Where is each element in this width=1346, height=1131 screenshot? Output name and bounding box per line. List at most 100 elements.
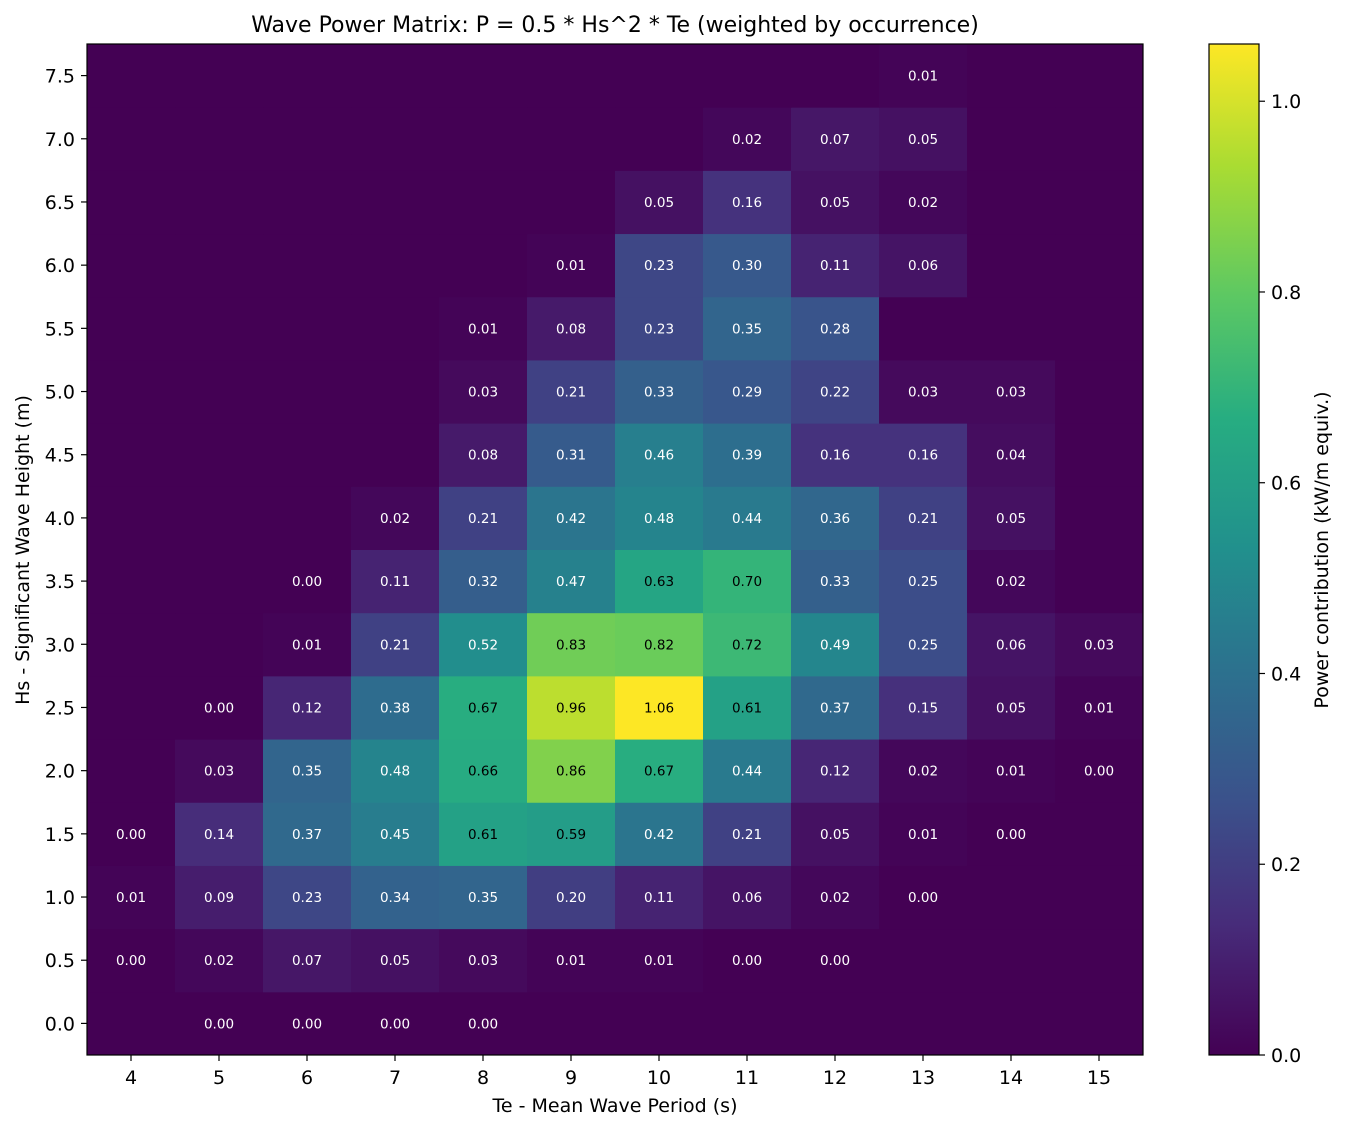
cell-value-label: 0.05 — [820, 195, 850, 211]
heatmap-cell — [351, 170, 440, 235]
heatmap-cell — [87, 107, 176, 171]
heatmap-cell — [87, 359, 176, 424]
cell-value-label: 0.00 — [908, 890, 938, 906]
heatmap-cell — [879, 296, 968, 361]
heatmap-cell — [967, 486, 1056, 550]
heatmap-cell — [1055, 675, 1144, 740]
heatmap-cell — [527, 359, 616, 424]
heatmap-cell — [791, 170, 880, 235]
heatmap-cell — [87, 991, 176, 1056]
heatmap-cell — [879, 423, 968, 487]
x-tick-label: 7 — [389, 1067, 401, 1089]
heatmap-cell — [967, 359, 1056, 424]
heatmap-cell — [439, 423, 528, 487]
heatmap-cell — [615, 991, 704, 1056]
cell-value-label: 0.47 — [556, 574, 586, 590]
heatmap-cell — [263, 233, 352, 298]
y-tick-label: 1.0 — [45, 887, 75, 909]
plot-frame — [86, 43, 1144, 1056]
heatmap-cell — [615, 423, 704, 487]
heatmap-cell — [879, 486, 968, 550]
heatmap-cell — [703, 991, 792, 1056]
cell-value-label: 0.07 — [820, 132, 850, 148]
colorbar-tick-label: 0.2 — [1271, 854, 1301, 876]
heatmap-cell — [703, 423, 792, 487]
heatmap-cell — [791, 233, 880, 298]
heatmap-cell — [87, 612, 176, 677]
heatmap-cell — [87, 865, 176, 930]
heatmap-cell — [967, 802, 1056, 866]
heatmap-cell — [87, 739, 176, 803]
heatmap-cell — [351, 107, 440, 171]
cell-value-label: 0.16 — [820, 448, 850, 464]
cell-value-label: 0.21 — [380, 637, 410, 653]
heatmap-cell — [967, 928, 1056, 993]
heatmap-cell — [703, 802, 792, 866]
cell-value-label: 0.05 — [380, 953, 410, 969]
y-tick-label: 2.5 — [45, 697, 75, 719]
y-tick-label: 7.5 — [45, 66, 75, 88]
heatmap-cell — [351, 928, 440, 993]
heatmap-cell — [175, 612, 264, 677]
cell-value-label: 0.63 — [644, 574, 674, 590]
cell-value-label: 0.34 — [380, 890, 410, 906]
cell-value-label: 0.05 — [644, 195, 674, 211]
heatmap-cell — [615, 170, 704, 235]
heatmap-cell — [263, 802, 352, 866]
heatmap-cell — [351, 359, 440, 424]
cell-value-label: 0.35 — [292, 764, 322, 780]
x-tick-label: 14 — [999, 1067, 1023, 1089]
heatmap-cell — [615, 233, 704, 298]
heatmap-cell — [703, 928, 792, 993]
cell-value-label: 0.59 — [556, 827, 586, 843]
heatmap-cell — [791, 802, 880, 866]
cell-value-label: 0.00 — [820, 953, 850, 969]
heatmap-cell — [615, 107, 704, 171]
heatmap-cell — [879, 675, 968, 740]
heatmap-cell — [527, 991, 616, 1056]
heatmap-cell — [527, 549, 616, 614]
heatmap-cell — [967, 675, 1056, 740]
heatmap-cell — [175, 170, 264, 235]
heatmap-cell — [263, 991, 352, 1056]
y-tick-label: 6.5 — [45, 192, 75, 214]
cell-value-label: 0.42 — [644, 827, 674, 843]
heatmap-cell — [879, 928, 968, 993]
cell-value-label: 0.33 — [644, 385, 674, 401]
y-axis: 0.0 0.5 1.0 1.5 2.0 2.5 3.0 3.5 4.0 4.5 5.0 5.5 6.0 6… — [45, 66, 87, 1035]
cell-value-label: 0.02 — [732, 132, 762, 148]
cell-value-label: 0.01 — [644, 953, 674, 969]
heatmap-cell — [87, 170, 176, 235]
cell-value-label: 0.35 — [468, 890, 498, 906]
cell-value-label: 0.01 — [908, 69, 938, 85]
heatmap-cell — [791, 928, 880, 993]
heatmap-cell — [175, 865, 264, 930]
y-tick-label: 5.5 — [45, 318, 75, 340]
heatmap-cell — [439, 675, 528, 740]
colorbar-label: Power contribution (kW/m equiv.) — [1311, 391, 1333, 708]
colorbar-tick-label: 1.0 — [1271, 91, 1301, 113]
cell-value-label: 0.01 — [556, 953, 586, 969]
heatmap-cell — [175, 107, 264, 171]
y-tick-label: 0.5 — [45, 950, 75, 972]
cell-value-label: 0.00 — [204, 1016, 234, 1032]
heatmap-cell — [527, 423, 616, 487]
cell-value-label: 0.67 — [644, 764, 674, 780]
y-tick-label: 4.0 — [45, 508, 75, 530]
heatmap-cell — [263, 549, 352, 614]
heatmap-cell — [703, 739, 792, 803]
cell-value-label: 0.61 — [732, 700, 762, 716]
cell-value-label: 0.01 — [556, 258, 586, 274]
cell-value-label: 0.16 — [908, 448, 938, 464]
heatmap-cell — [87, 423, 176, 487]
heatmap-cell — [351, 739, 440, 803]
heatmap-cell — [351, 675, 440, 740]
heatmap-cell — [527, 486, 616, 550]
heatmap-cell — [791, 44, 880, 108]
heatmap-cell — [175, 802, 264, 866]
x-tick-label: 9 — [565, 1067, 577, 1089]
heatmap-cell — [527, 296, 616, 361]
heatmap-cell — [1055, 423, 1144, 487]
cell-value-label: 0.21 — [468, 511, 498, 527]
cell-value-label: 0.03 — [996, 385, 1026, 401]
